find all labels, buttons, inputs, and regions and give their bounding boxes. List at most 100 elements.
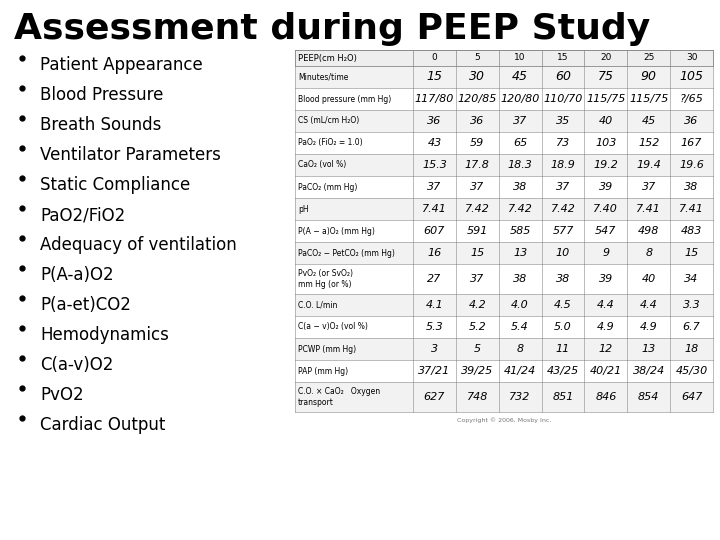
Text: PaO₂ (FiO₂ = 1.0): PaO₂ (FiO₂ = 1.0): [298, 138, 363, 147]
Text: 30: 30: [686, 53, 698, 63]
Text: Assessment during PEEP Study: Assessment during PEEP Study: [14, 12, 650, 46]
Text: 5.3: 5.3: [426, 322, 444, 332]
Text: 45: 45: [642, 116, 656, 126]
Text: 34: 34: [685, 274, 698, 284]
Text: 105: 105: [680, 71, 703, 84]
Text: pH: pH: [298, 205, 309, 213]
Text: PEEP(cm H₂O): PEEP(cm H₂O): [298, 53, 357, 63]
Text: 8: 8: [516, 344, 523, 354]
Text: 547: 547: [595, 226, 616, 236]
Text: 5: 5: [474, 344, 481, 354]
Text: 5.0: 5.0: [554, 322, 572, 332]
Text: 103: 103: [595, 138, 616, 148]
Text: 7.42: 7.42: [508, 204, 533, 214]
Text: 591: 591: [467, 226, 488, 236]
Text: 39: 39: [599, 274, 613, 284]
Text: Static Compliance: Static Compliance: [40, 176, 190, 194]
Text: 19.2: 19.2: [593, 160, 618, 170]
Text: 9: 9: [603, 248, 609, 258]
Text: 15: 15: [557, 53, 569, 63]
Text: 16: 16: [427, 248, 441, 258]
Text: 846: 846: [595, 392, 616, 402]
Text: 115/75: 115/75: [629, 94, 668, 104]
Text: 17.8: 17.8: [465, 160, 490, 170]
Text: 854: 854: [638, 392, 660, 402]
Text: 15: 15: [685, 248, 698, 258]
Text: 5.2: 5.2: [469, 322, 486, 332]
Bar: [295, 50, 713, 66]
Text: Ventilator Parameters: Ventilator Parameters: [40, 146, 221, 164]
Text: PaCO₂ − PetCO₂ (mm Hg): PaCO₂ − PetCO₂ (mm Hg): [298, 248, 395, 258]
Text: 8: 8: [645, 248, 652, 258]
Text: 20: 20: [600, 53, 611, 63]
Text: 18: 18: [685, 344, 698, 354]
Text: 41/24: 41/24: [504, 366, 536, 376]
Text: 498: 498: [638, 226, 660, 236]
Bar: [295, 154, 713, 176]
Text: 6.7: 6.7: [683, 322, 701, 332]
Text: 4.5: 4.5: [554, 300, 572, 310]
Text: 748: 748: [467, 392, 488, 402]
Text: PCWP (mm Hg): PCWP (mm Hg): [298, 345, 356, 354]
Text: 19.6: 19.6: [679, 160, 704, 170]
Text: 7.42: 7.42: [551, 204, 575, 214]
Text: 40: 40: [599, 116, 613, 126]
Text: 120/80: 120/80: [500, 94, 540, 104]
Text: 13: 13: [513, 248, 527, 258]
Text: Blood pressure (mm Hg): Blood pressure (mm Hg): [298, 94, 391, 104]
Text: 36: 36: [427, 116, 441, 126]
Text: PvO2: PvO2: [40, 386, 84, 404]
Text: 607: 607: [424, 226, 445, 236]
Text: 3: 3: [431, 344, 438, 354]
Text: 5: 5: [474, 53, 480, 63]
Text: 27: 27: [427, 274, 441, 284]
Bar: [295, 132, 713, 154]
Text: 18.3: 18.3: [508, 160, 533, 170]
Text: 37: 37: [513, 116, 527, 126]
Bar: [295, 264, 713, 294]
Text: 10: 10: [514, 53, 526, 63]
Text: 59: 59: [470, 138, 485, 148]
Text: 40: 40: [642, 274, 656, 284]
Text: Patient Appearance: Patient Appearance: [40, 56, 203, 74]
Text: 7.42: 7.42: [465, 204, 490, 214]
Text: 5.4: 5.4: [511, 322, 529, 332]
Text: 4.2: 4.2: [469, 300, 486, 310]
Text: 37/21: 37/21: [418, 366, 451, 376]
Text: 152: 152: [638, 138, 660, 148]
Text: 4.0: 4.0: [511, 300, 529, 310]
Text: 15.3: 15.3: [422, 160, 447, 170]
Text: CaO₂ (vol %): CaO₂ (vol %): [298, 160, 346, 170]
Text: 38: 38: [513, 182, 527, 192]
Text: 7.41: 7.41: [422, 204, 447, 214]
Text: 110/70: 110/70: [544, 94, 582, 104]
Text: 13: 13: [642, 344, 656, 354]
Text: Copyright © 2006, Mosby Inc.: Copyright © 2006, Mosby Inc.: [456, 417, 552, 423]
Text: PvO₂ (or SvO₂)
mm Hg (or %): PvO₂ (or SvO₂) mm Hg (or %): [298, 269, 353, 289]
Text: 90: 90: [641, 71, 657, 84]
Bar: [295, 66, 713, 88]
Text: 4.4: 4.4: [640, 300, 657, 310]
Text: 25: 25: [643, 53, 654, 63]
Text: 65: 65: [513, 138, 527, 148]
Text: C(a-v)O2: C(a-v)O2: [40, 356, 113, 374]
Text: 4.1: 4.1: [426, 300, 444, 310]
Text: 7.41: 7.41: [679, 204, 704, 214]
Text: 732: 732: [510, 392, 531, 402]
Text: 39/25: 39/25: [462, 366, 493, 376]
Bar: [295, 242, 713, 264]
Text: P(A − a)O₂ (mm Hg): P(A − a)O₂ (mm Hg): [298, 226, 375, 235]
Text: 38: 38: [513, 274, 527, 284]
Text: 483: 483: [681, 226, 702, 236]
Text: 19.4: 19.4: [636, 160, 661, 170]
Text: Adequacy of ventilation: Adequacy of ventilation: [40, 236, 237, 254]
Text: 117/80: 117/80: [415, 94, 454, 104]
Text: 45/30: 45/30: [675, 366, 708, 376]
Text: 38/24: 38/24: [633, 366, 665, 376]
Text: 60: 60: [555, 71, 571, 84]
Text: 36: 36: [470, 116, 485, 126]
Bar: [295, 338, 713, 360]
Bar: [295, 88, 713, 110]
Text: 7.40: 7.40: [593, 204, 618, 214]
Text: 37: 37: [470, 274, 485, 284]
